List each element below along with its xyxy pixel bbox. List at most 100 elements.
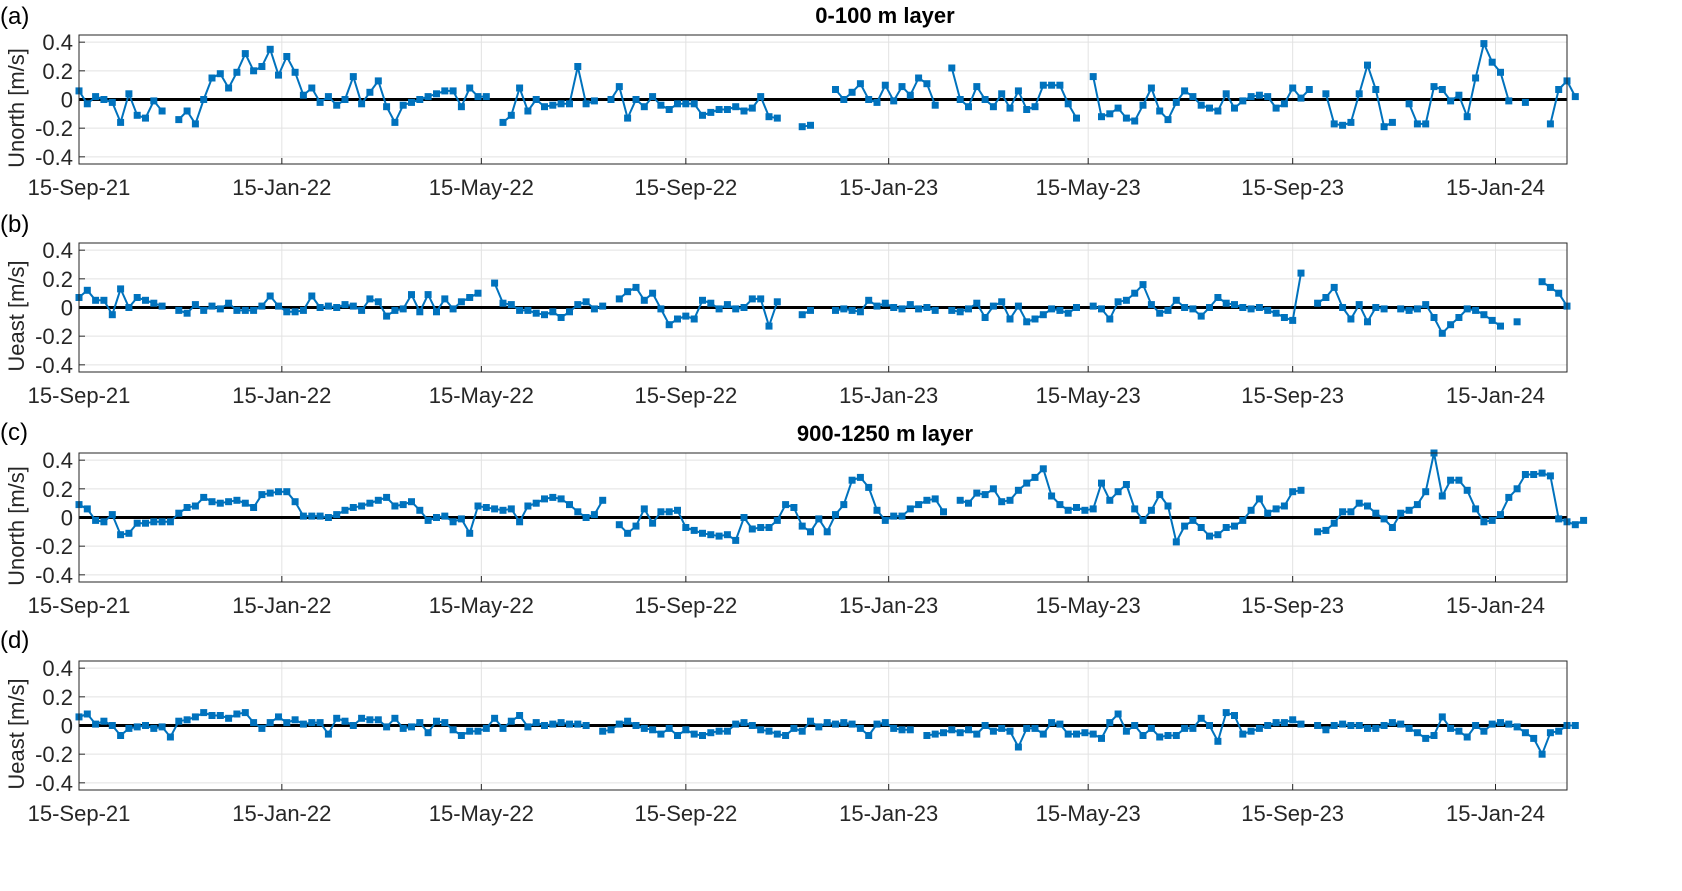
data-point <box>424 516 432 524</box>
data-point <box>1056 720 1064 728</box>
data-point <box>258 302 266 310</box>
data-point <box>1289 488 1297 496</box>
data-point <box>200 709 208 717</box>
data-point <box>840 305 848 313</box>
data-point <box>1048 719 1056 727</box>
data-point <box>441 512 449 520</box>
data-point <box>915 501 923 509</box>
data-point <box>158 518 166 526</box>
y-tick-label: 0.4 <box>42 656 73 681</box>
data-point <box>1039 730 1047 738</box>
data-point <box>291 308 299 316</box>
x-tick-label: 15-Sep-22 <box>634 383 737 408</box>
data-point <box>1131 289 1139 297</box>
data-point <box>1064 506 1072 514</box>
data-point <box>424 729 432 737</box>
data-point <box>424 291 432 299</box>
data-point <box>532 719 540 727</box>
data-point <box>615 720 623 728</box>
data-point <box>956 496 964 504</box>
data-point <box>1139 281 1147 289</box>
data-point <box>308 84 316 92</box>
data-point <box>1214 737 1222 745</box>
data-point <box>981 722 989 729</box>
data-point <box>117 285 125 293</box>
data-point <box>823 528 831 536</box>
data-point <box>516 712 524 719</box>
data-point <box>541 311 548 319</box>
x-tick-label: 15-Sep-22 <box>634 801 737 826</box>
data-point <box>341 301 349 309</box>
data-point <box>865 732 873 739</box>
data-point <box>1347 118 1355 126</box>
data-point <box>1156 107 1164 115</box>
data-point <box>299 306 307 314</box>
data-point <box>383 493 391 501</box>
data-point <box>283 308 291 316</box>
data-point <box>275 488 282 496</box>
data-point <box>299 91 307 99</box>
data-point <box>798 123 806 131</box>
data-point <box>250 719 258 727</box>
data-point <box>150 97 158 105</box>
data-point <box>915 74 923 82</box>
data-point <box>1172 296 1180 304</box>
data-point <box>915 305 923 313</box>
data-point <box>275 713 282 721</box>
axes-box <box>78 242 1568 373</box>
data-point <box>674 506 681 514</box>
data-point <box>341 506 349 514</box>
data-point <box>225 714 233 722</box>
data-point <box>516 306 524 314</box>
data-point <box>1322 726 1330 734</box>
data-point <box>790 724 798 732</box>
data-point <box>557 495 565 503</box>
data-point <box>1488 516 1496 524</box>
data-point <box>699 111 706 119</box>
x-tick-label: 15-Sep-22 <box>634 593 737 618</box>
data-point <box>1264 306 1272 314</box>
data-point <box>1305 86 1313 93</box>
data-point <box>732 536 740 544</box>
panel-label-a: (a) <box>0 3 29 30</box>
data-point <box>383 103 391 111</box>
data-point <box>1089 730 1097 738</box>
data-point <box>1006 727 1014 735</box>
data-point <box>1339 121 1347 129</box>
data-point <box>832 306 839 314</box>
x-tick-label: 15-Jan-22 <box>232 801 331 826</box>
data-point <box>998 90 1006 98</box>
data-point <box>449 87 457 95</box>
data-point <box>1098 113 1105 121</box>
data-point <box>108 311 116 319</box>
data-point <box>1089 73 1097 81</box>
data-point <box>890 724 898 732</box>
data-point <box>890 304 898 311</box>
data-point <box>324 302 332 310</box>
data-point <box>1089 505 1097 513</box>
panel-label-b: (b) <box>0 211 29 238</box>
data-point <box>599 496 607 504</box>
data-point <box>233 68 241 76</box>
data-point <box>1247 727 1255 735</box>
data-point <box>723 106 731 113</box>
data-point <box>748 525 756 533</box>
data-point <box>100 518 108 526</box>
data-point <box>707 729 715 737</box>
x-tick-label: 15-Sep-22 <box>634 175 737 200</box>
data-point <box>1497 68 1504 76</box>
data-point <box>707 108 715 116</box>
data-point <box>358 306 366 314</box>
data-point <box>1438 492 1446 500</box>
x-tick-label: 15-Jan-22 <box>232 593 331 618</box>
data-point <box>1156 733 1164 741</box>
data-point <box>1147 506 1155 514</box>
x-tick-label: 15-Jan-24 <box>1446 593 1545 618</box>
y-tick-label: 0.4 <box>42 30 73 55</box>
y-tick-label: -0.4 <box>35 353 73 378</box>
data-point <box>923 732 931 739</box>
data-point <box>241 50 249 58</box>
data-point <box>1405 724 1413 732</box>
data-point <box>399 724 407 732</box>
data-point <box>1380 722 1388 729</box>
